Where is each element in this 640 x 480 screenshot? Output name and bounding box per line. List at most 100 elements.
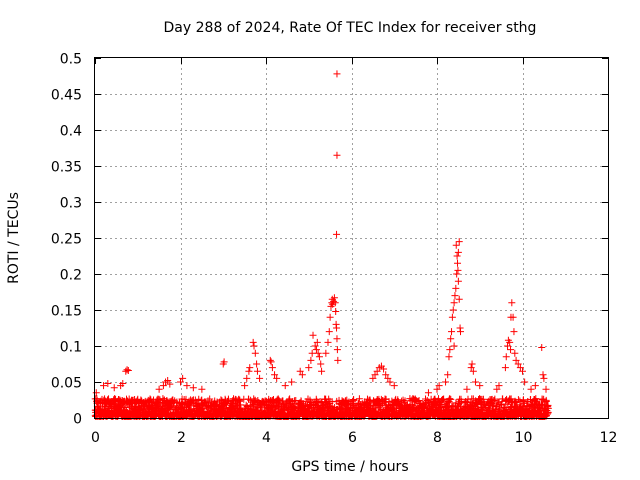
y-axis-label: ROTI / TECUs	[6, 192, 22, 284]
data-point	[326, 313, 334, 321]
data-point	[110, 384, 118, 392]
x-tick-label: 6	[348, 430, 357, 446]
data-point	[509, 313, 517, 321]
data-point	[433, 385, 441, 393]
data-point	[468, 360, 476, 368]
data-point	[100, 382, 108, 390]
data-point	[501, 364, 509, 372]
data-point	[479, 395, 487, 403]
data-point	[189, 384, 197, 392]
data-point	[332, 307, 340, 315]
data-point	[450, 299, 458, 307]
data-point	[452, 241, 460, 249]
data-point	[94, 405, 102, 413]
data-point	[312, 346, 320, 354]
data-point	[92, 389, 100, 397]
y-tick-label: 0.15	[51, 304, 82, 320]
data-point	[159, 382, 167, 390]
data-point	[314, 349, 322, 357]
data-point	[155, 385, 163, 393]
data-point	[454, 277, 462, 285]
data-point	[442, 378, 450, 386]
data-point	[453, 270, 461, 278]
data-point	[467, 364, 475, 372]
data-point	[508, 299, 516, 307]
data-point	[380, 365, 388, 373]
data-point	[506, 338, 514, 346]
data-point	[333, 70, 341, 78]
data-point	[382, 371, 390, 379]
data-point	[275, 396, 283, 404]
data-point	[390, 382, 398, 390]
data-point	[447, 335, 455, 343]
data-point	[454, 259, 462, 267]
data-point	[519, 367, 526, 375]
data-point	[124, 366, 132, 374]
data-point	[511, 349, 519, 357]
data-point	[531, 382, 539, 390]
grid-layer	[95, 58, 608, 418]
data-point	[532, 395, 540, 403]
data-point	[382, 398, 390, 406]
data-point	[243, 374, 251, 382]
data-point	[386, 378, 394, 386]
data-point	[308, 349, 316, 357]
data-point	[177, 378, 184, 386]
data-point	[446, 395, 454, 403]
data-point	[291, 405, 299, 413]
data-point	[447, 395, 455, 403]
data-point	[542, 385, 550, 393]
y-tick-label: 0.3	[60, 196, 82, 212]
data-point	[271, 371, 279, 379]
y-tick-label: 0.4	[60, 124, 82, 140]
data-point	[542, 397, 550, 405]
data-point	[469, 367, 477, 375]
data-point	[220, 358, 228, 366]
data-point	[448, 328, 456, 336]
data-point	[510, 328, 518, 336]
data-point	[490, 397, 498, 405]
data-point	[164, 377, 172, 385]
data-point	[450, 342, 458, 350]
data-point	[504, 342, 512, 350]
data-point	[495, 382, 503, 390]
data-point	[355, 395, 363, 403]
data-point	[322, 399, 330, 407]
data-point	[333, 230, 341, 238]
data-point	[435, 382, 443, 390]
data-point	[538, 343, 546, 351]
data-point	[476, 382, 484, 390]
data-point	[288, 378, 296, 386]
data-point	[273, 374, 281, 382]
data-point	[445, 353, 453, 361]
data-point	[333, 151, 341, 159]
data-point	[325, 328, 333, 336]
y-tick-label: 0.35	[51, 160, 82, 176]
data-point	[495, 406, 503, 414]
data-point	[146, 398, 154, 406]
data-point	[119, 379, 127, 387]
x-tick-label: 12	[600, 430, 618, 446]
data-point	[455, 295, 463, 303]
data-point	[166, 380, 174, 388]
data-point	[424, 389, 432, 397]
data-point	[457, 328, 465, 336]
x-axis-label: GPS time / hours	[291, 459, 408, 475]
data-point	[527, 385, 535, 393]
data-point	[318, 367, 326, 375]
data-point	[305, 364, 313, 372]
data-point	[317, 360, 325, 368]
data-point	[241, 382, 249, 390]
data-point	[104, 379, 112, 387]
data-point	[544, 409, 552, 417]
data-point	[330, 297, 338, 305]
y-tick-label: 0	[73, 412, 82, 428]
y-tick-label: 0.45	[51, 88, 82, 104]
data-point	[516, 397, 524, 405]
data-point	[444, 371, 452, 379]
data-point	[516, 364, 524, 372]
data-point	[324, 338, 332, 346]
data-point	[333, 346, 341, 354]
data-point	[449, 306, 457, 314]
